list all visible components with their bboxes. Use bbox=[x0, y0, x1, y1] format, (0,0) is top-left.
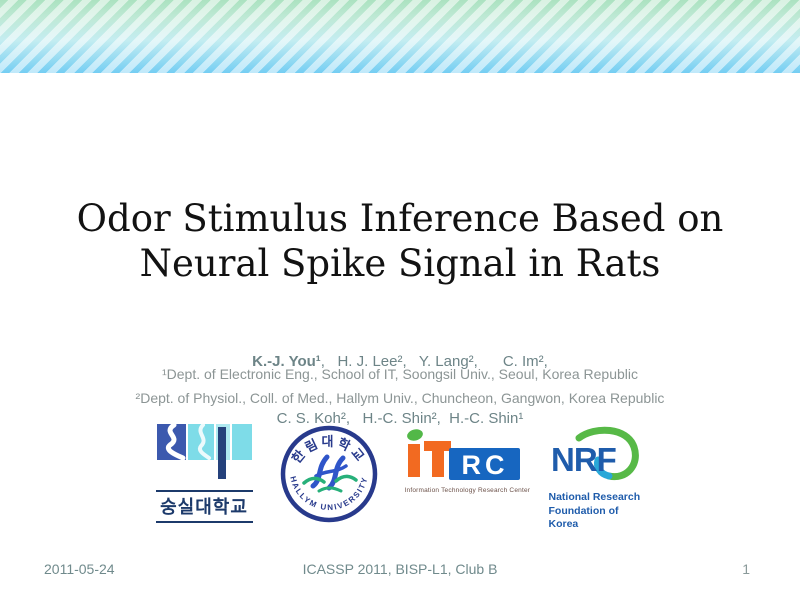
itrc-wordmark-icon: RC bbox=[406, 429, 520, 480]
nrf-mark-icon: NRF bbox=[551, 426, 639, 481]
slide-footer-text: ICASSP 2011, BISP-L1, Club B bbox=[302, 561, 498, 577]
affiliation-list: ¹Dept. of Electronic Eng., School of IT,… bbox=[0, 362, 800, 410]
decorative-striped-band bbox=[0, 0, 800, 73]
author-list: K.-J. You¹, H. J. Lee², Y. Lang², C. Im²… bbox=[0, 314, 800, 466]
nrf-caption: National Research Foundation of Korea bbox=[549, 491, 645, 532]
slide-title-line1: Odor Stimulus Inference Based on bbox=[76, 197, 724, 240]
author-line-2: C. S. Koh², H.-C. Shin², H.-C. Shin¹ bbox=[276, 410, 524, 427]
slide-page-number: 1 bbox=[742, 561, 750, 577]
slide-date: 2011-05-24 bbox=[44, 561, 115, 577]
hallym-university-seal-icon: 한림대학교 HALLYM UNIVERSITY bbox=[280, 425, 377, 523]
logo-row: 숭실대학교 한림대학교 HALLYM UNIVERSITY bbox=[0, 422, 800, 532]
itrc-caption: Information Technology Research Center bbox=[404, 487, 531, 494]
soongsil-ssu-mark-icon bbox=[156, 422, 252, 479]
nrf-logo: NRF National Research Foundation of Kore… bbox=[549, 424, 645, 532]
nrf-caption-line2: Foundation of Korea bbox=[548, 504, 619, 531]
affiliation-2: ²Dept. of Physiol., Coll. of Med., Hally… bbox=[135, 390, 665, 406]
soongsil-korean-name: 숭실대학교 bbox=[155, 490, 253, 523]
affiliation-1: ¹Dept. of Electronic Eng., School of IT,… bbox=[162, 366, 638, 382]
itrc-logo: RC Information Technology Research Cente… bbox=[404, 424, 531, 494]
itrc-rc-letters: RC bbox=[461, 450, 508, 480]
first-author: K.-J. You¹ bbox=[252, 353, 321, 370]
slide-title: Odor Stimulus Inference Based on Neural … bbox=[0, 196, 800, 286]
slide-title-line2: Neural Spike Signal in Rats bbox=[139, 242, 661, 286]
hallym-wave-emblem-icon bbox=[301, 454, 358, 493]
soongsil-university-logo: 숭실대학교 bbox=[155, 422, 253, 523]
nrf-caption-line1: National Research bbox=[548, 491, 641, 503]
nrf-acronym: NRF bbox=[551, 441, 616, 478]
author-line-1-rest: , H. J. Lee², Y. Lang², C. Im², bbox=[320, 353, 548, 370]
author-line-1: K.-J. You¹, H. J. Lee², Y. Lang², C. Im²… bbox=[0, 352, 800, 371]
